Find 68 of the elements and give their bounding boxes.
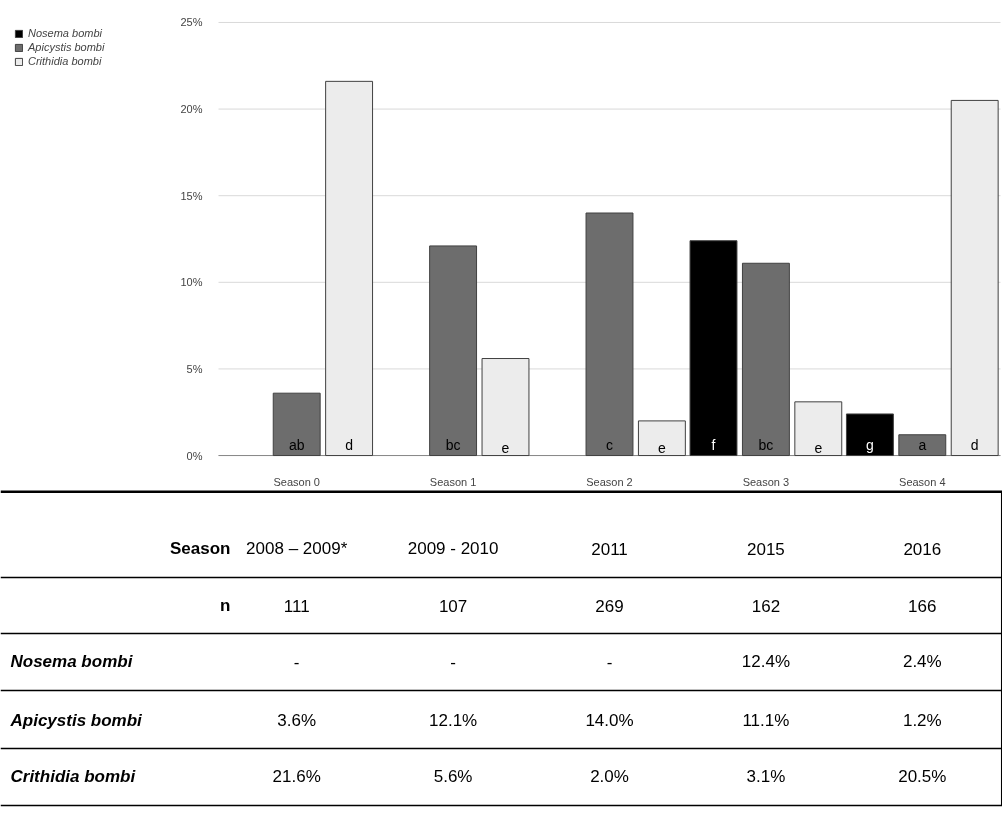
x-tick-label: Season 0 — [273, 475, 320, 488]
bar — [585, 212, 634, 457]
text: 2009 - 2010 — [407, 539, 499, 558]
text: 2008 – 2009* — [246, 539, 348, 558]
y-tick-label: 15% — [180, 189, 203, 202]
data-label: 12.1% — [429, 711, 478, 730]
annotation: bc — [445, 436, 461, 453]
annotation: d — [970, 436, 979, 453]
y-tick-label: 0% — [186, 449, 203, 462]
bar — [794, 401, 843, 457]
data-label: 11.1% — [742, 711, 790, 730]
bar — [481, 358, 530, 457]
bar — [689, 240, 738, 457]
text: Crithidia bombi — [10, 767, 136, 786]
text: Season — [170, 539, 231, 558]
y-tick-label: 5% — [186, 362, 203, 375]
annotation: e — [814, 439, 823, 456]
annotation: c — [606, 436, 613, 453]
x-tick-label: Season 2 — [586, 475, 633, 488]
data-label: 21.6% — [272, 767, 321, 786]
data-label: 2.0% — [590, 767, 629, 786]
y-tick-label: 25% — [180, 16, 203, 29]
data-label: 12.4% — [741, 652, 790, 671]
text: 2015 — [746, 539, 785, 559]
y-tick-label: 10% — [180, 276, 203, 289]
bar — [898, 434, 947, 457]
x-tick-label: Season 1 — [429, 475, 477, 488]
text: Apicystis bombi — [10, 711, 142, 730]
annotation: bc — [758, 436, 774, 453]
bar — [429, 245, 478, 457]
text: n — [220, 596, 231, 615]
legend-label: Crithidia bombi — [28, 55, 102, 67]
y-tick-label: 20% — [180, 103, 203, 116]
text: - — [606, 652, 613, 672]
x-tick-label: Season 3 — [742, 475, 790, 488]
bar — [950, 99, 999, 457]
text: 107 — [438, 596, 468, 616]
bar — [741, 262, 790, 457]
data-label: 5.6% — [433, 767, 473, 786]
annotation: a — [918, 436, 927, 453]
data-label: 1.2% — [902, 711, 942, 730]
data-label: 14.0% — [585, 711, 634, 730]
bar — [845, 413, 894, 457]
bar — [272, 392, 321, 457]
text: 162 — [751, 596, 781, 616]
text: 111 — [283, 596, 310, 616]
text: 2011 — [591, 539, 628, 559]
annotation: d — [345, 436, 353, 453]
text: - — [450, 652, 456, 672]
bar — [637, 420, 686, 457]
annotation: g — [866, 436, 874, 453]
text: Nosema bombi — [10, 652, 133, 671]
x-tick-label: Season 4 — [899, 475, 946, 488]
data-label: 20.5% — [898, 767, 947, 786]
text: 2016 — [903, 539, 942, 559]
annotation: e — [658, 439, 666, 456]
text: - — [293, 652, 300, 672]
text: 269 — [595, 596, 624, 616]
text: 166 — [908, 596, 937, 616]
annotation: ab — [288, 436, 305, 453]
legend-label: Apicystis bombi — [28, 41, 105, 53]
annotation: e — [501, 439, 510, 456]
bar — [325, 80, 374, 457]
data-label: 3.1% — [746, 767, 786, 786]
data-label: 3.6% — [277, 711, 317, 730]
legend-label: Nosema bombi — [28, 27, 102, 39]
annotation: f — [711, 436, 716, 453]
data-label: 2.4% — [902, 652, 942, 671]
